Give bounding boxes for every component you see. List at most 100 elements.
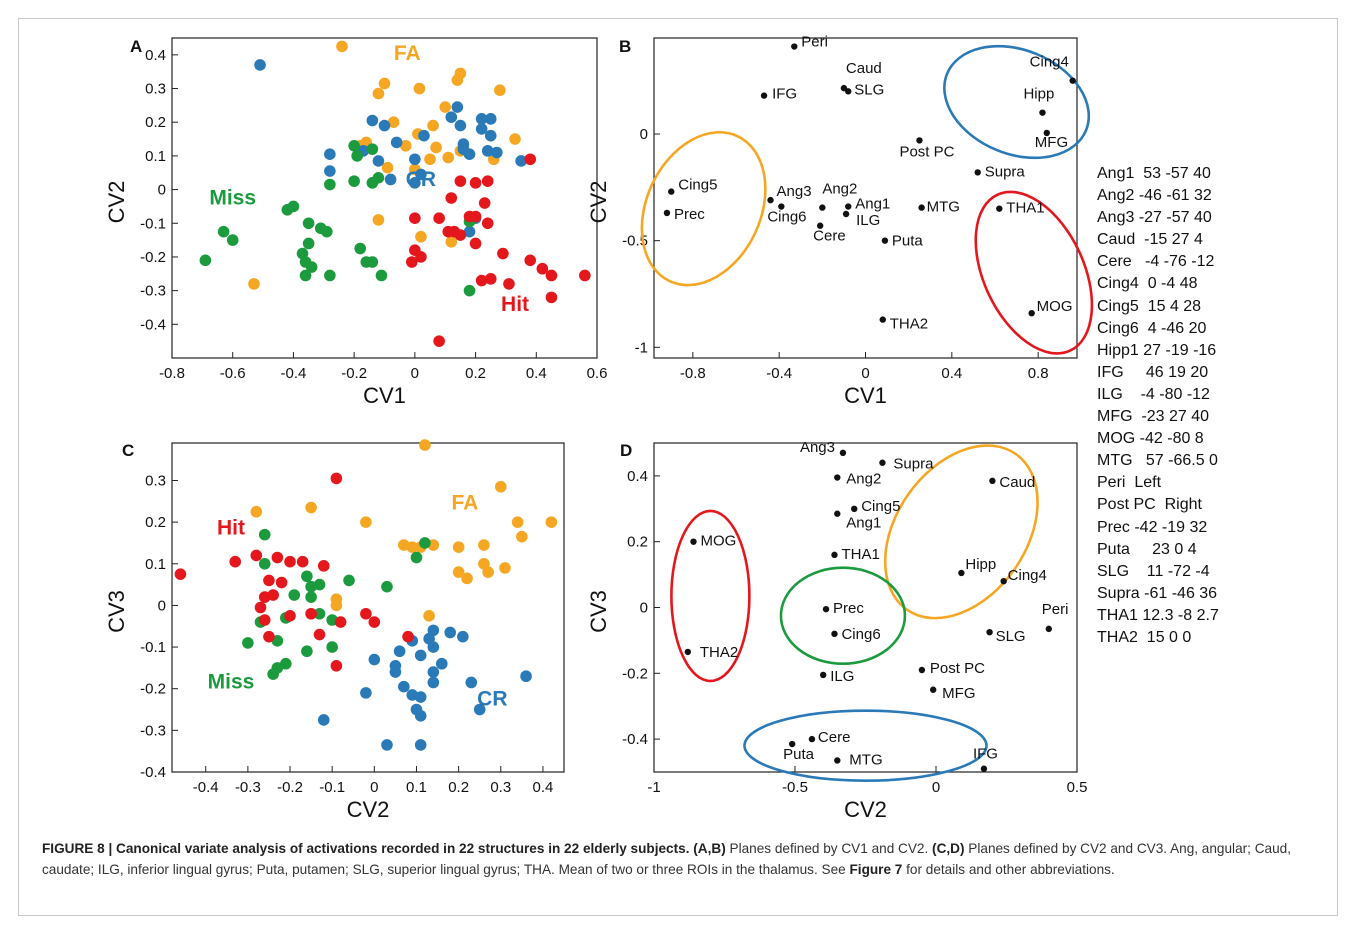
structure-label: Post PC	[930, 660, 985, 677]
group-label: CR	[406, 168, 436, 191]
structure-label: SLG	[854, 81, 884, 98]
data-point	[378, 77, 391, 90]
data-point	[478, 539, 490, 551]
group-label: FA	[452, 492, 479, 515]
structure-point	[851, 505, 858, 512]
data-point	[372, 171, 385, 184]
structure-label: Ang3	[777, 183, 812, 200]
y-tick-label: 0.4	[145, 47, 166, 64]
x-tick-label: -0.8	[159, 365, 185, 382]
data-point	[372, 87, 385, 100]
x-axis-label: CV1	[844, 383, 887, 408]
data-point	[427, 666, 440, 678]
data-point	[336, 40, 348, 53]
structure-point	[929, 686, 937, 693]
data-point	[442, 225, 455, 238]
data-point	[263, 574, 275, 587]
structure-label: Ang1	[855, 196, 890, 213]
data-point	[372, 214, 385, 226]
structure-point	[918, 666, 926, 674]
data-point	[326, 641, 338, 653]
x-tick-label: 0.1	[406, 779, 427, 796]
structure-label: MTG	[849, 751, 882, 768]
structure-point	[1043, 129, 1050, 137]
data-point	[454, 175, 467, 187]
data-point	[545, 291, 558, 304]
data-point	[375, 269, 388, 282]
structure-label: Cing4	[1030, 54, 1069, 71]
series-fa	[250, 439, 558, 622]
series-fa	[248, 40, 521, 290]
structure-point	[1000, 577, 1007, 585]
y-tick-label: 0.2	[627, 534, 648, 551]
structure-point	[684, 648, 692, 656]
structure-label: Cing4	[1008, 567, 1047, 584]
structure-point	[989, 477, 996, 485]
data-point	[409, 153, 421, 166]
data-point	[199, 254, 212, 267]
structure-label: IFG	[772, 86, 797, 103]
data-point	[296, 555, 309, 568]
panel-letter: C	[122, 441, 134, 460]
y-axis-label: CV3	[104, 590, 129, 633]
data-point	[258, 557, 271, 570]
data-point	[381, 580, 393, 593]
y-tick-label: -0.1	[140, 639, 166, 656]
structure-label: THA1	[841, 546, 879, 563]
y-tick-label: -0.4	[140, 316, 166, 333]
data-point	[330, 660, 343, 672]
series-hit	[406, 153, 591, 347]
x-tick-label: 0	[411, 365, 419, 382]
group-label: Hit	[501, 293, 529, 316]
data-point	[334, 616, 347, 628]
data-point	[275, 576, 288, 589]
data-point	[515, 155, 527, 167]
data-point	[511, 516, 524, 528]
data-point	[503, 278, 515, 290]
coordinate-row: Cing5 15 4 28	[1097, 297, 1202, 315]
axes-frame	[653, 442, 1078, 773]
structure-label: Hipp	[965, 556, 996, 573]
data-point	[387, 116, 400, 129]
coordinate-row: MTG 57 -66.5 0	[1097, 452, 1218, 470]
structure-point	[879, 316, 886, 323]
data-point	[368, 616, 381, 628]
structure-label: ILG	[856, 212, 880, 229]
structure-label: Peri	[1042, 601, 1069, 618]
structure-point	[816, 222, 824, 229]
caption-panels-cd: (C,D)	[932, 841, 965, 856]
data-point	[381, 739, 393, 751]
data-point	[390, 136, 403, 149]
data-point	[399, 139, 412, 152]
data-point	[415, 168, 427, 181]
panel-d: D -1 -0.5 0 0.5 0.4 0.2 0 -0.2 -0.4 CV2 CV3 Ang3 Supr…	[586, 439, 1088, 822]
data-point	[324, 269, 336, 282]
panel-c: C -0.4 -0.3 -0.2 -0.1 0 0.1 0.2 0.3 0.4 0.3 0.2 0.1 0…	[104, 439, 565, 822]
structure-label: Ang3	[800, 439, 835, 456]
structure-label: Ang2	[846, 471, 881, 488]
panel-letter: A	[130, 37, 142, 56]
structure-label: Ang2	[822, 181, 857, 198]
data-point	[481, 145, 494, 157]
coordinate-row: Ang2 -46 -61 32	[1097, 187, 1212, 205]
data-point	[427, 119, 439, 132]
structure-point	[845, 203, 852, 210]
x-tick-label: 0.4	[941, 365, 962, 382]
data-point	[463, 284, 476, 297]
data-point	[484, 113, 497, 125]
y-tick-label: 0	[640, 600, 648, 617]
y-tick-label: -0.3	[140, 722, 166, 739]
structure-point	[788, 740, 796, 748]
y-tick-label: 0.1	[145, 148, 166, 165]
panel-a: A -0.8 -0.6 -0.4 -0.2 0 0.2 0.4 0.6 0.4 0.3 0.2 0.1 0…	[104, 37, 607, 408]
coordinate-row: Cing6 4 -46 20	[1097, 319, 1207, 337]
data-point	[520, 670, 532, 683]
data-point	[258, 528, 271, 541]
structure-point	[996, 205, 1003, 212]
x-tick-label: 0.5	[1067, 779, 1088, 796]
data-point	[469, 177, 482, 189]
caption-text-1: Planes defined by CV1 and CV2.	[725, 841, 933, 856]
data-point	[330, 472, 343, 485]
data-point	[433, 335, 445, 347]
data-point	[415, 230, 427, 243]
